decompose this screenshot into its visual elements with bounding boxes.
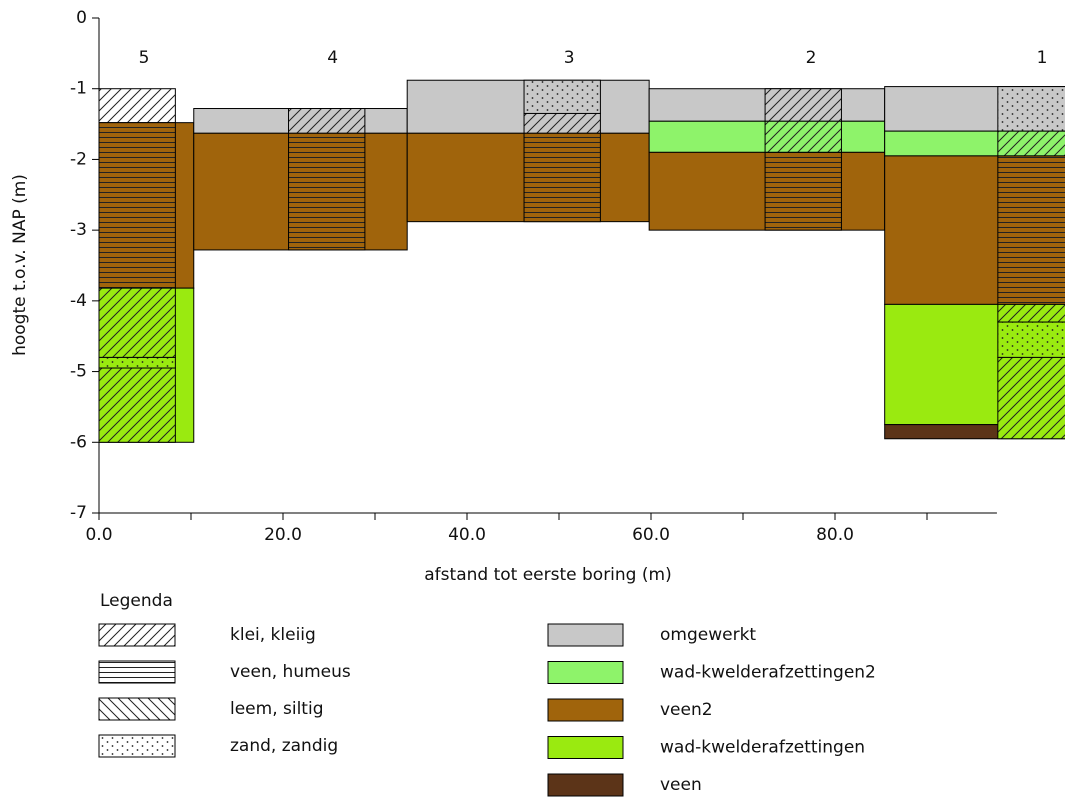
log-pattern [99, 89, 175, 123]
legend-label: wad-kwelderafzettingen2 [660, 663, 876, 683]
log-pattern [998, 357, 1065, 438]
x-tick-label: 80.0 [816, 525, 854, 545]
legend-swatch [99, 661, 175, 683]
y-tick-label: -3 [70, 220, 87, 240]
boring-label: 2 [806, 48, 817, 68]
y-tick-label: -7 [70, 503, 87, 523]
log-pattern [998, 87, 1065, 132]
legend-label: omgewerkt [660, 625, 756, 645]
x-tick-label: 0.0 [85, 525, 112, 545]
boring-label: 3 [564, 48, 575, 68]
log-pattern [99, 368, 175, 442]
x-axis-label: afstand tot eerste boring (m) [424, 565, 671, 585]
legend-label: zand, zandig [230, 736, 338, 756]
boring-label: 1 [1037, 48, 1048, 68]
log-pattern [765, 89, 841, 122]
legend-swatch [99, 735, 175, 757]
legend-swatch [99, 624, 175, 646]
legend-swatch [548, 737, 623, 759]
log-pattern [289, 109, 365, 134]
log-pattern [99, 123, 175, 288]
log-pattern [524, 113, 600, 133]
legend-label: veen, humeus [230, 662, 351, 682]
y-axis-label: hoogte t.o.v. NAP (m) [10, 174, 30, 356]
legend-label: klei, kleiig [230, 625, 316, 645]
log-pattern [99, 357, 175, 368]
boring-label: 5 [139, 48, 150, 68]
legend-swatch [548, 699, 623, 721]
log-pattern [765, 152, 841, 230]
log-pattern [998, 156, 1065, 305]
legend-swatch [548, 774, 623, 796]
x-tick-label: 20.0 [264, 525, 302, 545]
log-pattern [765, 121, 841, 152]
log-pattern [998, 322, 1065, 357]
y-tick-label: -4 [70, 291, 87, 311]
log-pattern [289, 133, 365, 250]
y-tick-label: 0 [76, 8, 87, 28]
log-pattern [524, 80, 600, 113]
x-tick-label: 40.0 [448, 525, 486, 545]
legend-label: leem, siltig [230, 699, 324, 719]
log-pattern [524, 133, 600, 221]
y-tick-label: -5 [70, 362, 87, 382]
legend-swatch [548, 624, 623, 646]
y-tick-label: -1 [70, 79, 87, 99]
legend-label: wad-kwelderafzettingen [660, 738, 865, 758]
legend-label: veen2 [660, 700, 713, 720]
legend-swatch [99, 698, 175, 720]
log-pattern [99, 288, 175, 357]
y-tick-label: -6 [70, 432, 87, 452]
boring-label: 4 [327, 48, 338, 68]
log-pattern [998, 304, 1065, 322]
y-tick-label: -2 [70, 149, 87, 169]
log-pattern [998, 131, 1065, 156]
chart: hoogte t.o.v. NAP (m) afstand tot eerste… [0, 0, 1065, 801]
x-tick-label: 60.0 [632, 525, 670, 545]
legend-label: veen [660, 775, 702, 795]
legend-swatch [548, 662, 623, 684]
legend-title: Legenda [100, 591, 173, 611]
